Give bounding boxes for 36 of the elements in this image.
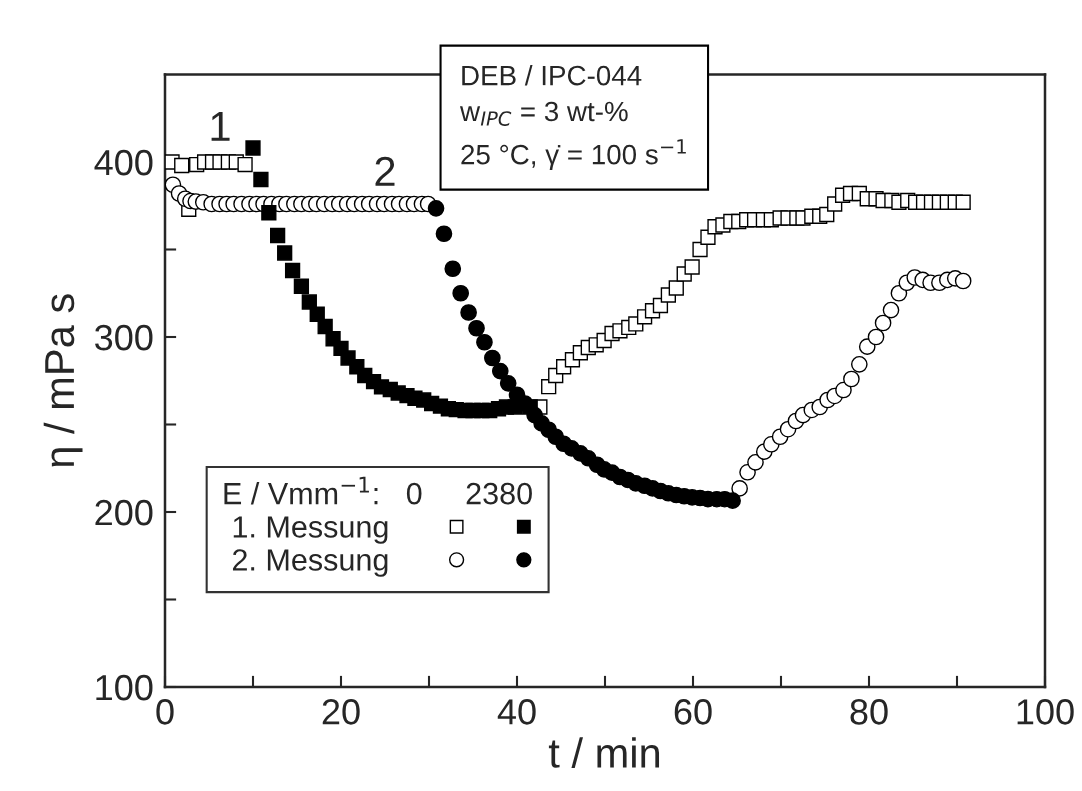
point [245,140,261,156]
point [452,284,470,302]
point [293,278,310,294]
point [284,262,301,279]
x-tick-label: 40 [497,699,536,725]
point [476,333,493,351]
legend-label: 2. Messung [232,549,388,577]
point [277,245,293,261]
y-axis-title: η / mPa s [43,294,83,467]
point [484,349,501,367]
legend-label: 1. Messung [233,516,388,544]
annotation: 2 [375,156,395,186]
x-tick-label: 100 [1017,699,1074,725]
point [499,375,517,392]
annotation: 1 [211,112,230,141]
point [261,205,277,221]
legend-title: E / Vmm$^{−1}$: 0 2380 [224,476,532,505]
point [270,227,286,244]
x-tick-label: 20 [322,699,360,725]
point [253,171,269,188]
y-tick-label: 100 [96,674,153,701]
annotation: DEB / IPC-044 w$_{IPC}$ = 3 wt-% 25 °C, γ̇ = 100 s$^{−1}$ [459,65,686,170]
x-tick-label: 60 [674,699,712,725]
x-tick-label: 0 [156,699,174,725]
y-tick-label: 300 [95,324,153,351]
point [427,200,445,217]
point [301,294,317,310]
point [460,304,477,321]
x-tick-label: 80 [850,699,888,725]
y-tick-label: 400 [94,149,153,176]
x-axis-title: t / min [548,737,660,768]
point [468,319,485,337]
point [491,362,509,380]
y-tick-label: 200 [95,499,153,526]
point [444,260,462,278]
point [435,225,453,243]
